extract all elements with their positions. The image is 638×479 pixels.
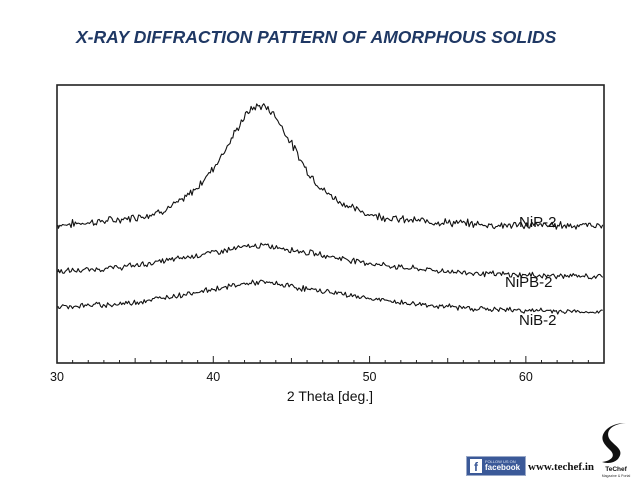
x-axis-tick-labels: 30 40 50 60 [50, 370, 533, 384]
slide-title: X-RAY DIFFRACTION PATTERN OF AMORPHOUS S… [76, 27, 557, 47]
x-axis-ticks [56, 356, 605, 363]
series-line-nib-2 [57, 279, 603, 315]
logo-text: TeChef [605, 466, 627, 473]
series-labels: NiP-2 NiPB-2 NiB-2 [505, 214, 557, 329]
facebook-label: facebook [485, 463, 521, 472]
series-label-nib-2: NiB-2 [519, 312, 557, 329]
x-axis-label: 2 Theta [deg.] [287, 388, 373, 404]
x-tick-label: 40 [206, 370, 220, 384]
techef-logo: TeChef Magazine & Portal [602, 423, 631, 478]
x-tick-label: 50 [363, 370, 377, 384]
facebook-icon: f [470, 459, 482, 473]
series-label-nip-2: NiP-2 [519, 214, 557, 231]
series-line-nip-2 [57, 103, 604, 230]
series-label-nipb-2: NiPB-2 [505, 274, 553, 291]
series-line-nipb-2 [57, 242, 604, 280]
x-tick-label: 30 [50, 370, 64, 384]
logo-s-icon [602, 423, 626, 463]
facebook-follow-button[interactable]: f FOLLOW US ON facebook [466, 456, 526, 476]
facebook-follow-label: FOLLOW US ON [485, 459, 516, 464]
site-url-link[interactable]: www.techef.in [528, 461, 594, 473]
logo-subtext: Magazine & Portal [602, 474, 631, 478]
series-group [57, 103, 604, 315]
x-tick-label: 60 [519, 370, 533, 384]
